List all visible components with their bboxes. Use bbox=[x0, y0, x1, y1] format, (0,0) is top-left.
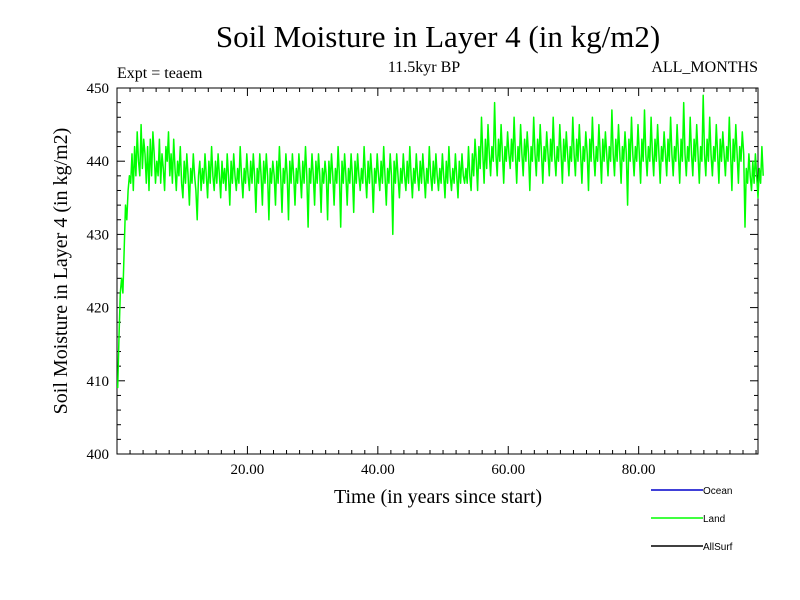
legend-label-land: Land bbox=[703, 514, 725, 525]
y-tick-label: 410 bbox=[87, 374, 110, 390]
minor-ticks bbox=[117, 88, 758, 454]
legend-label-allsurf: AllSurf bbox=[703, 542, 733, 553]
chart-title: Soil Moisture in Layer 4 (in kg/m2) bbox=[216, 19, 660, 54]
plot-frame bbox=[116, 87, 759, 455]
legend: Ocean Land AllSurf bbox=[651, 486, 733, 553]
series-line-land bbox=[116, 94, 764, 389]
x-tick-label: 60.00 bbox=[491, 462, 525, 478]
y-axis-label: Soil Moisture in Layer 4 (in kg/m2) bbox=[50, 128, 72, 415]
y-tick-label: 430 bbox=[87, 227, 110, 243]
y-tick-label: 450 bbox=[87, 81, 110, 97]
legend-label-ocean: Ocean bbox=[703, 486, 732, 497]
x-axis-label: Time (in years since start) bbox=[334, 486, 542, 508]
expt-label: Expt = teaem bbox=[117, 65, 203, 82]
chart-subtitle: 11.5kyr BP bbox=[388, 59, 460, 76]
x-tick-label: 40.00 bbox=[361, 462, 395, 478]
series-layer bbox=[116, 94, 764, 389]
months-label: ALL_MONTHS bbox=[651, 59, 758, 76]
x-tick-label: 20.00 bbox=[231, 462, 265, 478]
x-ticks: 20.00 40.00 60.00 80.00 bbox=[231, 88, 656, 478]
y-tick-label: 420 bbox=[87, 301, 110, 317]
y-tick-label: 400 bbox=[87, 447, 110, 463]
x-tick-label: 80.00 bbox=[622, 462, 656, 478]
y-tick-label: 440 bbox=[87, 154, 110, 170]
